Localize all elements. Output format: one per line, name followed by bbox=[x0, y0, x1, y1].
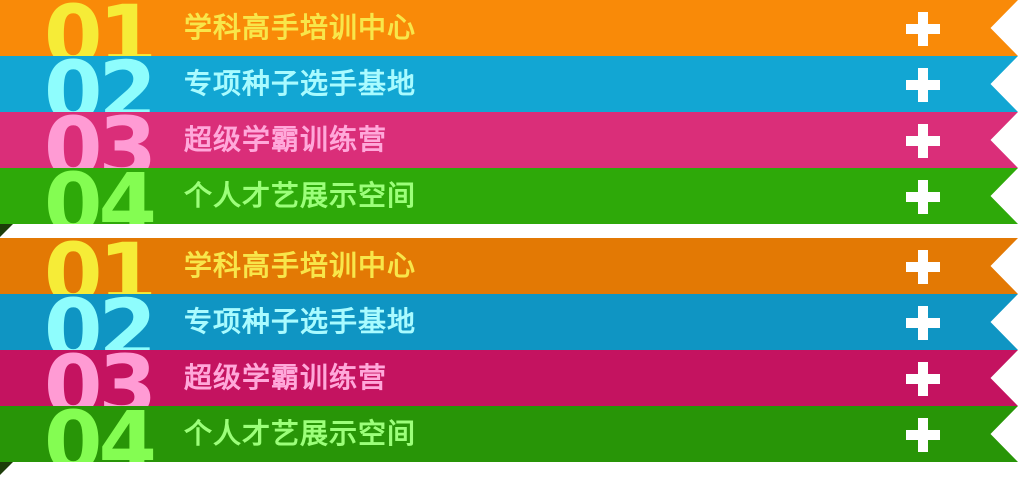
menu-item-04[interactable]: 04 个人才艺展示空间 bbox=[0, 168, 1018, 224]
plus-icon[interactable] bbox=[906, 250, 940, 284]
item-number: 04 bbox=[44, 406, 157, 462]
menu-group-2: 01 学科高手培训中心 02 专项种子选手基地 03 超级学霸训练营 04 个人… bbox=[0, 238, 1018, 478]
plus-icon[interactable] bbox=[906, 12, 940, 46]
menu-item-03[interactable]: 03 超级学霸训练营 bbox=[0, 350, 1018, 406]
item-label: 学科高手培训中心 bbox=[184, 11, 417, 44]
item-number: 01 bbox=[44, 0, 157, 56]
item-label: 超级学霸训练营 bbox=[184, 361, 388, 394]
item-label: 专项种子选手基地 bbox=[184, 305, 417, 338]
item-number: 02 bbox=[44, 56, 157, 112]
ribbon-fold-corner bbox=[0, 224, 13, 237]
plus-icon[interactable] bbox=[906, 306, 940, 340]
plus-icon[interactable] bbox=[906, 68, 940, 102]
item-label: 专项种子选手基地 bbox=[184, 67, 417, 100]
menu-item-02[interactable]: 02 专项种子选手基地 bbox=[0, 294, 1018, 350]
plus-icon[interactable] bbox=[906, 418, 940, 452]
menu-item-01[interactable]: 01 学科高手培训中心 bbox=[0, 0, 1018, 56]
item-number: 03 bbox=[44, 350, 157, 406]
menu-item-04[interactable]: 04 个人才艺展示空间 bbox=[0, 406, 1018, 462]
item-number: 02 bbox=[44, 294, 157, 350]
item-label: 个人才艺展示空间 bbox=[184, 417, 417, 450]
item-number: 03 bbox=[44, 112, 157, 168]
plus-icon[interactable] bbox=[906, 362, 940, 396]
menu-item-01[interactable]: 01 学科高手培训中心 bbox=[0, 238, 1018, 294]
plus-icon[interactable] bbox=[906, 124, 940, 158]
menu-item-03[interactable]: 03 超级学霸训练营 bbox=[0, 112, 1018, 168]
item-label: 超级学霸训练营 bbox=[184, 123, 388, 156]
menu-group-1: 01 学科高手培训中心 02 专项种子选手基地 03 超级学霸训练营 04 个人… bbox=[0, 0, 1018, 237]
item-number: 04 bbox=[44, 168, 157, 224]
menu-item-02[interactable]: 02 专项种子选手基地 bbox=[0, 56, 1018, 112]
item-label: 学科高手培训中心 bbox=[184, 249, 417, 282]
item-number: 01 bbox=[44, 238, 157, 294]
plus-icon[interactable] bbox=[906, 180, 940, 214]
ribbon-fold-corner bbox=[0, 462, 13, 475]
item-label: 个人才艺展示空间 bbox=[184, 179, 417, 212]
